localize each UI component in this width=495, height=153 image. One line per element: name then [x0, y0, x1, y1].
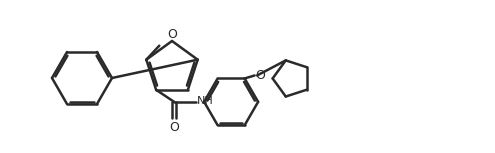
Text: NH: NH — [197, 96, 213, 106]
Text: O: O — [167, 28, 177, 41]
Text: O: O — [169, 121, 179, 134]
Text: O: O — [255, 69, 265, 82]
